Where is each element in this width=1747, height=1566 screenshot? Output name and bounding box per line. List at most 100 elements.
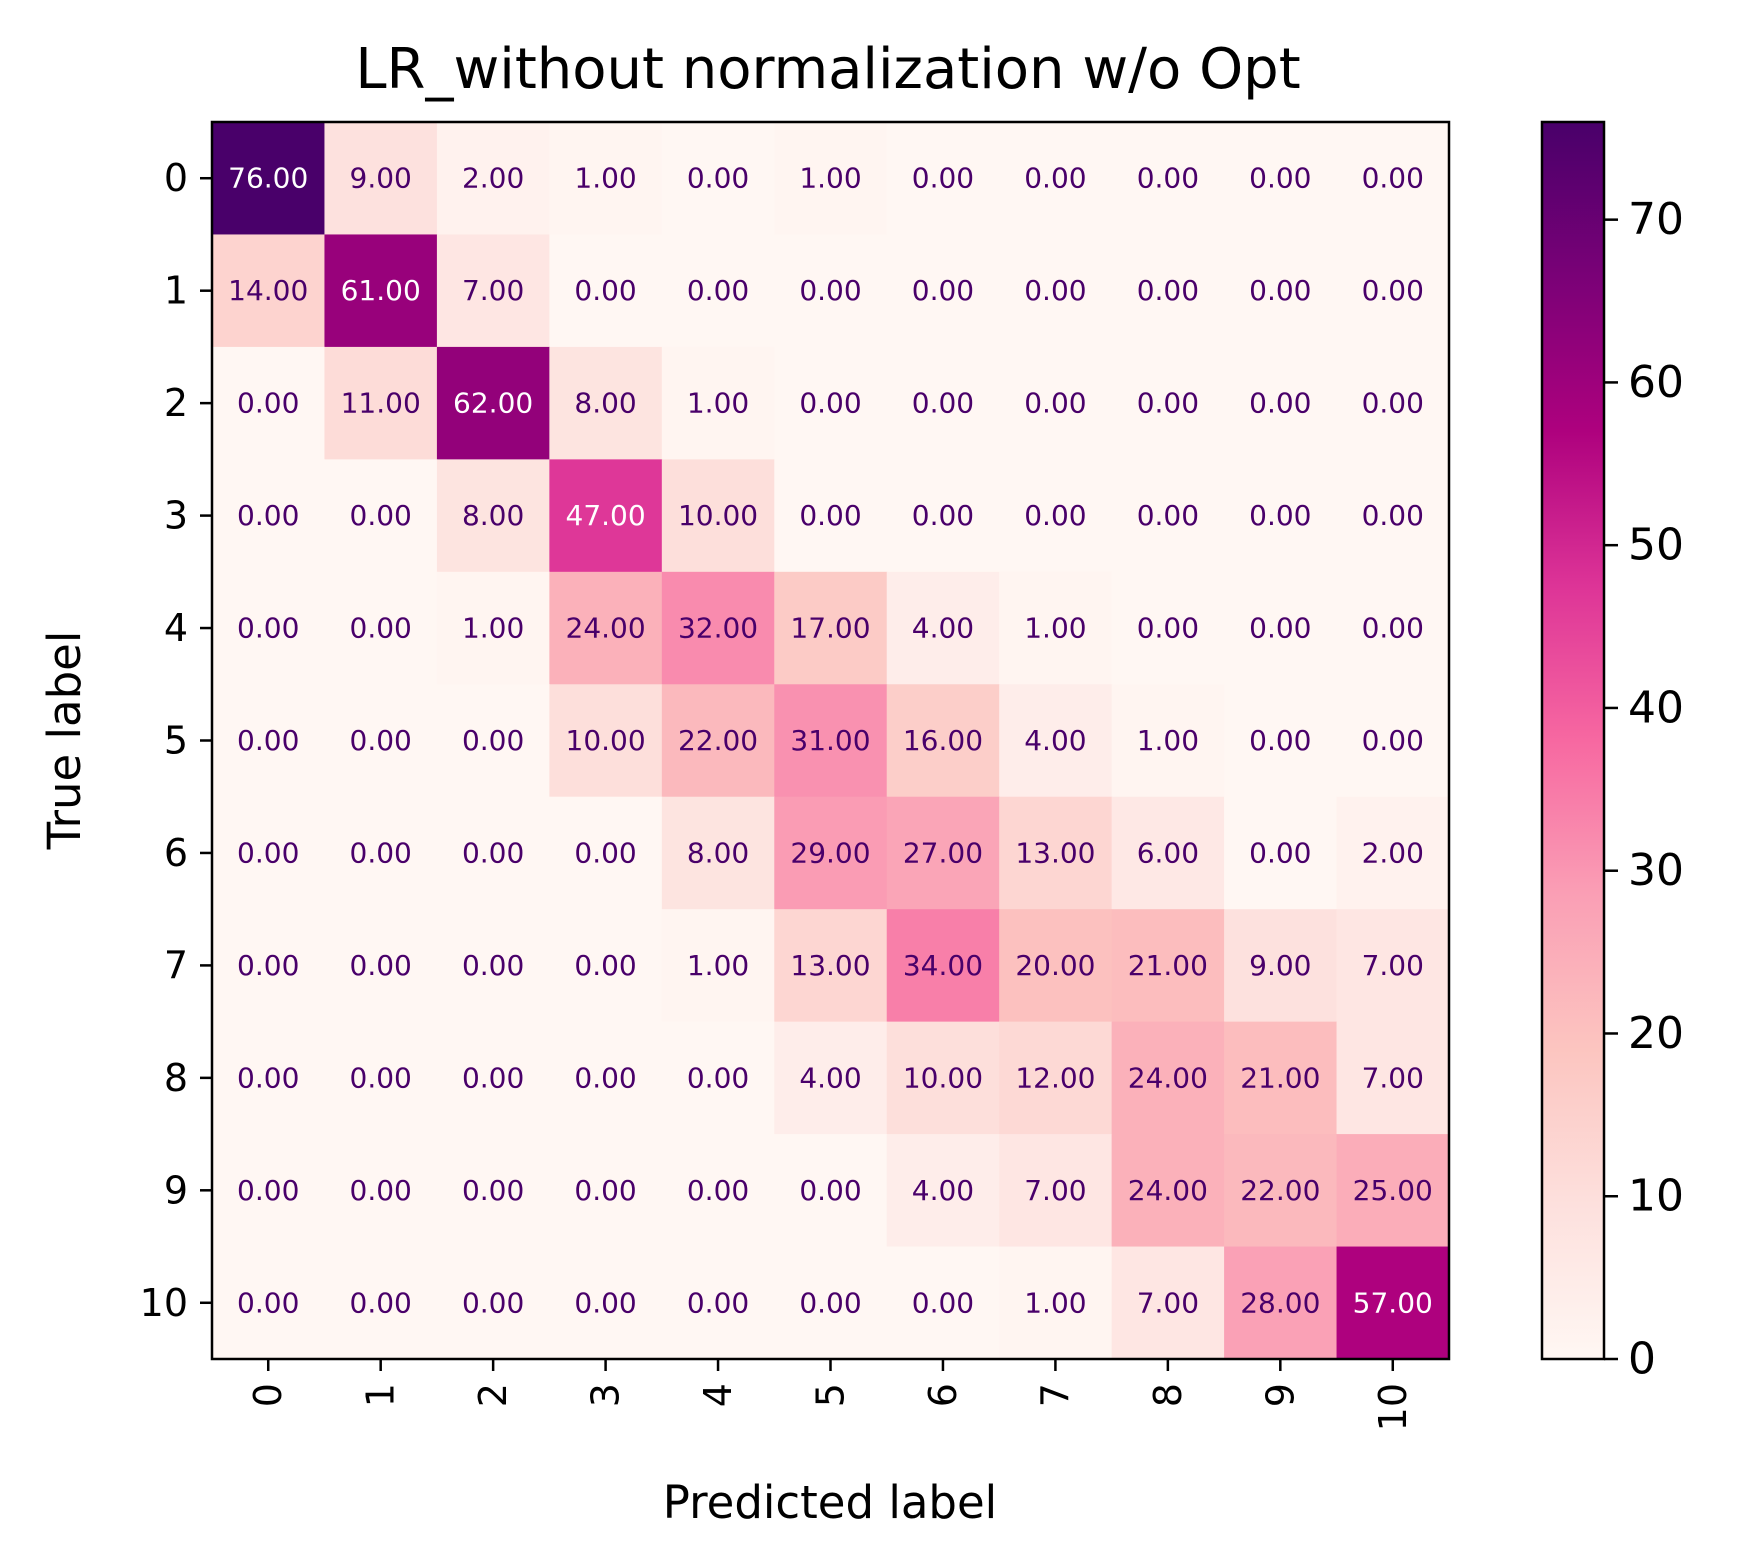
heatmap-cell bbox=[436, 234, 550, 348]
colorbar-tick-label: 50 bbox=[1628, 520, 1684, 571]
cell-value-label: 0.00 bbox=[799, 387, 861, 420]
heatmap-cell bbox=[549, 459, 663, 573]
heatmap-cell bbox=[212, 909, 326, 1023]
heatmap-cell bbox=[999, 459, 1113, 573]
cell-value-label: 1.00 bbox=[799, 162, 861, 195]
heatmap-cell bbox=[886, 684, 1000, 798]
cell-value-label: 0.00 bbox=[237, 1286, 299, 1319]
heatmap-cell bbox=[661, 234, 775, 348]
heatmap-cell bbox=[886, 1021, 1000, 1135]
x-tick-label: 7 bbox=[1033, 1383, 1077, 1407]
cell-value-label: 0.00 bbox=[350, 724, 412, 757]
heatmap-cell bbox=[999, 234, 1113, 348]
cell-value-label: 20.00 bbox=[1015, 949, 1095, 982]
heatmap-cell bbox=[212, 234, 326, 348]
colorbar-tick-label: 20 bbox=[1628, 1008, 1684, 1059]
cell-value-label: 9.00 bbox=[1249, 949, 1311, 982]
cell-value-label: 0.00 bbox=[462, 949, 524, 982]
heatmap-cell bbox=[661, 122, 775, 236]
cell-value-label: 7.00 bbox=[1362, 1061, 1424, 1094]
y-tick-label: 5 bbox=[164, 719, 188, 763]
cell-value-label: 0.00 bbox=[799, 1286, 861, 1319]
cell-value-label: 1.00 bbox=[1137, 724, 1199, 757]
y-axis-ticks: 0 1 2 3 4 5 6 7 8 9 10 bbox=[140, 156, 212, 1325]
cell-value-label: 31.00 bbox=[790, 724, 870, 757]
cell-value-label: 0.00 bbox=[350, 1286, 412, 1319]
cell-value-label: 4.00 bbox=[799, 1061, 861, 1094]
x-tick-label: 9 bbox=[1258, 1383, 1302, 1407]
y-tick-label: 8 bbox=[164, 1056, 188, 1100]
cell-value-label: 0.00 bbox=[1249, 836, 1311, 869]
heatmap-cell bbox=[1111, 909, 1225, 1023]
heatmap-cell bbox=[1224, 571, 1338, 685]
heatmap-cell bbox=[324, 1021, 438, 1135]
heatmap-cell bbox=[436, 1246, 550, 1360]
heatmap-cell bbox=[774, 122, 888, 236]
y-tick-label: 2 bbox=[164, 381, 188, 425]
heatmap-cell bbox=[1224, 1134, 1338, 1248]
cell-value-label: 61.00 bbox=[341, 274, 421, 307]
cell-value-label: 0.00 bbox=[1249, 612, 1311, 645]
heatmap-cell bbox=[1336, 122, 1450, 236]
heatmap-cell bbox=[549, 571, 663, 685]
cell-value-label: 8.00 bbox=[462, 499, 524, 532]
heatmap-cell bbox=[1111, 1246, 1225, 1360]
heatmap-cell bbox=[886, 571, 1000, 685]
heatmap-cell bbox=[999, 1246, 1113, 1360]
colorbar-tick-label: 60 bbox=[1628, 357, 1684, 408]
colorbar-tick-label: 70 bbox=[1628, 194, 1684, 245]
heatmap-cell bbox=[436, 459, 550, 573]
heatmap-cell bbox=[1336, 346, 1450, 460]
heatmap-cell bbox=[212, 684, 326, 798]
cell-value-label: 11.00 bbox=[341, 387, 421, 420]
cell-value-label: 0.00 bbox=[687, 274, 749, 307]
cell-value-label: 0.00 bbox=[237, 1061, 299, 1094]
heatmap-cell bbox=[1224, 796, 1338, 910]
cell-value-label: 0.00 bbox=[574, 274, 636, 307]
heatmap-cell bbox=[1336, 1134, 1450, 1248]
heatmap-cell bbox=[774, 571, 888, 685]
cell-value-label: 0.00 bbox=[1249, 724, 1311, 757]
cell-value-label: 22.00 bbox=[678, 724, 758, 757]
heatmap-cell bbox=[1336, 234, 1450, 348]
cell-value-label: 4.00 bbox=[912, 612, 974, 645]
cell-value-label: 0.00 bbox=[687, 1061, 749, 1094]
heatmap-cell bbox=[436, 1021, 550, 1135]
heatmap-cell bbox=[212, 1246, 326, 1360]
cell-value-label: 10.00 bbox=[678, 499, 758, 532]
heatmap-cell bbox=[1111, 571, 1225, 685]
heatmap-cell bbox=[886, 909, 1000, 1023]
heatmap-cell bbox=[324, 1134, 438, 1248]
heatmap-cell bbox=[436, 796, 550, 910]
cell-value-label: 0.00 bbox=[1137, 274, 1199, 307]
cell-value-label: 13.00 bbox=[790, 949, 870, 982]
cell-value-label: 29.00 bbox=[790, 836, 870, 869]
cell-value-label: 0.00 bbox=[237, 836, 299, 869]
cell-value-label: 2.00 bbox=[1362, 836, 1424, 869]
cell-value-label: 76.00 bbox=[228, 162, 308, 195]
cell-value-label: 25.00 bbox=[1353, 1174, 1433, 1207]
cell-value-labels: 76.00 9.00 2.00 1.00 0.00 1.00 0.00 0.00 0.00 0.0… bbox=[228, 162, 1433, 1320]
x-axis-title: Predicted label bbox=[663, 1476, 997, 1529]
heatmap-cell bbox=[549, 122, 663, 236]
cell-value-label: 0.00 bbox=[350, 1174, 412, 1207]
cell-value-label: 2.00 bbox=[462, 162, 524, 195]
cell-value-label: 0.00 bbox=[912, 499, 974, 532]
cell-value-label: 13.00 bbox=[1015, 836, 1095, 869]
y-axis-title: True label bbox=[38, 631, 91, 851]
heatmap-cell bbox=[549, 1134, 663, 1248]
cell-value-label: 0.00 bbox=[1024, 274, 1086, 307]
heatmap-cell bbox=[774, 346, 888, 460]
heatmap-cell bbox=[1111, 346, 1225, 460]
heatmap-cell bbox=[661, 1246, 775, 1360]
cell-value-label: 0.00 bbox=[912, 162, 974, 195]
cell-value-label: 0.00 bbox=[462, 724, 524, 757]
heatmap-cell bbox=[324, 1246, 438, 1360]
colorbar-tick-label: 0 bbox=[1628, 1334, 1656, 1385]
heatmap-cell bbox=[1336, 909, 1450, 1023]
cell-value-label: 8.00 bbox=[574, 387, 636, 420]
cell-value-label: 0.00 bbox=[574, 1061, 636, 1094]
cell-value-label: 62.00 bbox=[453, 387, 533, 420]
cell-value-label: 0.00 bbox=[350, 499, 412, 532]
cell-value-label: 0.00 bbox=[1137, 499, 1199, 532]
